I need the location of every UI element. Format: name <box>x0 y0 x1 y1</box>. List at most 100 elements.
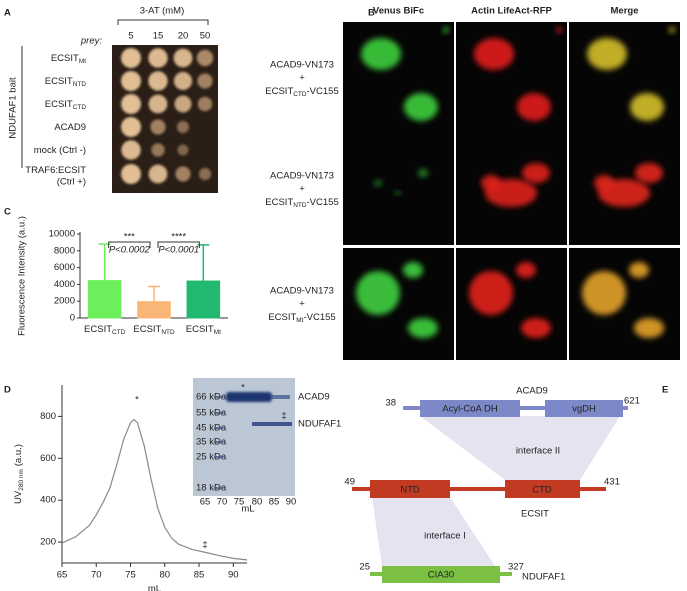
panel-letter: B <box>368 8 375 19</box>
text-part: ACAD9 <box>54 122 86 133</box>
cell <box>522 163 550 183</box>
residue-number: 431 <box>604 477 620 488</box>
significance-stars: *** <box>124 232 135 243</box>
axis-title: 3-AT (mM) <box>140 6 185 17</box>
x-tick-label: 75 <box>125 570 136 581</box>
yeast-spot <box>197 96 213 112</box>
protein-name: ACAD9 <box>516 386 548 397</box>
subscript: Mt <box>214 329 221 336</box>
cell <box>582 271 626 315</box>
concentration-label: 20 <box>178 31 189 42</box>
bait-label: NDUFAF1 bait <box>8 77 19 139</box>
yeast-spot <box>175 166 191 182</box>
row-label: ACAD9 <box>54 122 86 133</box>
cell <box>474 38 514 70</box>
elution-curve <box>61 418 248 561</box>
gel-tick: 85 <box>269 497 280 508</box>
ladder-label: 66 kDa <box>196 392 227 403</box>
subscript: NTD <box>73 81 87 88</box>
interface-label: interface I <box>424 531 466 542</box>
p-value: P<0.0002 <box>109 245 151 256</box>
y-tick-label: 4000 <box>54 279 75 290</box>
ladder-band <box>214 427 223 429</box>
domain <box>505 480 580 498</box>
domain-label: CTD <box>532 485 552 496</box>
column-header: Actin LifeAct-RFP <box>471 6 552 17</box>
significance-bracket <box>157 241 200 248</box>
gel-tick: 75 <box>234 497 245 508</box>
cell <box>418 169 428 177</box>
text-part: ECSIT <box>51 53 79 64</box>
prey-label: prey: <box>80 36 102 47</box>
text-part: ECSIT <box>133 324 161 335</box>
x-axis-label: mL <box>148 584 161 591</box>
cell <box>361 38 401 70</box>
cell <box>594 175 614 191</box>
construct-label: + <box>299 73 305 84</box>
cell <box>634 318 664 338</box>
micrograph <box>343 133 454 245</box>
row-label: mock (Ctrl -) <box>34 145 86 156</box>
gel-tick: 90 <box>286 497 297 508</box>
subscript: CTD <box>293 91 307 98</box>
ladder-label: 55 kDa <box>196 408 227 419</box>
x-tick-label: ECSITMt <box>186 324 221 337</box>
ladder-band <box>214 396 223 398</box>
text-part: -VC155 <box>307 86 339 97</box>
ladder-band <box>214 456 223 458</box>
significance-bracket <box>108 241 151 248</box>
row-label: (Ctrl +) <box>57 177 86 188</box>
x-tick-label: 85 <box>194 570 205 581</box>
cell <box>521 318 551 338</box>
row-label: TRAF6:ECSIT <box>25 165 86 176</box>
subscript: NTD <box>293 202 307 209</box>
subscript: Mt <box>296 317 303 324</box>
domain <box>420 400 520 417</box>
text-part: ECSIT <box>268 312 296 323</box>
cell <box>374 180 382 186</box>
subscript: 280 nm <box>18 469 25 491</box>
x-tick-label: 70 <box>91 570 102 581</box>
yeast-spot <box>173 48 193 68</box>
yeast-spot <box>121 71 141 91</box>
interface-label: interface II <box>516 446 560 457</box>
text-part: ECSIT <box>45 99 73 110</box>
yeast-spot <box>177 144 189 156</box>
x-tick-label: 65 <box>57 570 68 581</box>
text-part: UV <box>13 490 24 504</box>
micrograph <box>343 22 454 134</box>
cell <box>408 318 438 338</box>
construct-label: ACAD9-VN173 <box>270 286 334 297</box>
gel-tick: 65 <box>200 497 211 508</box>
yeast-spot <box>121 164 141 184</box>
row-label: ECSITMt <box>51 53 86 66</box>
cell <box>516 262 536 278</box>
panel-letter: C <box>4 207 11 218</box>
yeast-spot <box>121 117 141 137</box>
yeast-spot <box>176 120 190 134</box>
construct-label: ACAD9-VN173 <box>270 171 334 182</box>
interface-region <box>372 497 495 566</box>
y-tick-label: 6000 <box>54 262 75 273</box>
cell <box>630 93 664 121</box>
text-part: ECSIT <box>45 76 73 87</box>
text-part: ECSIT <box>265 86 293 97</box>
yeast-spot <box>150 119 166 135</box>
construct-label: ECSITNTD-VC155 <box>265 197 338 210</box>
y-tick-label: 0 <box>70 313 75 324</box>
yeast-spot <box>121 140 141 160</box>
y-tick-label: 10000 <box>49 229 75 240</box>
column-header: Merge <box>611 6 639 17</box>
cell <box>556 27 562 33</box>
construct-label: + <box>299 184 305 195</box>
yeast-spot <box>197 73 213 89</box>
domain-label: vgDH <box>572 404 596 415</box>
micrograph <box>569 22 680 134</box>
text-part: ECSIT <box>84 324 112 335</box>
text-part: ECSIT <box>186 324 214 335</box>
panel-letter: D <box>4 385 11 396</box>
yeast-spot <box>148 164 168 184</box>
yeast-spot <box>121 48 141 68</box>
